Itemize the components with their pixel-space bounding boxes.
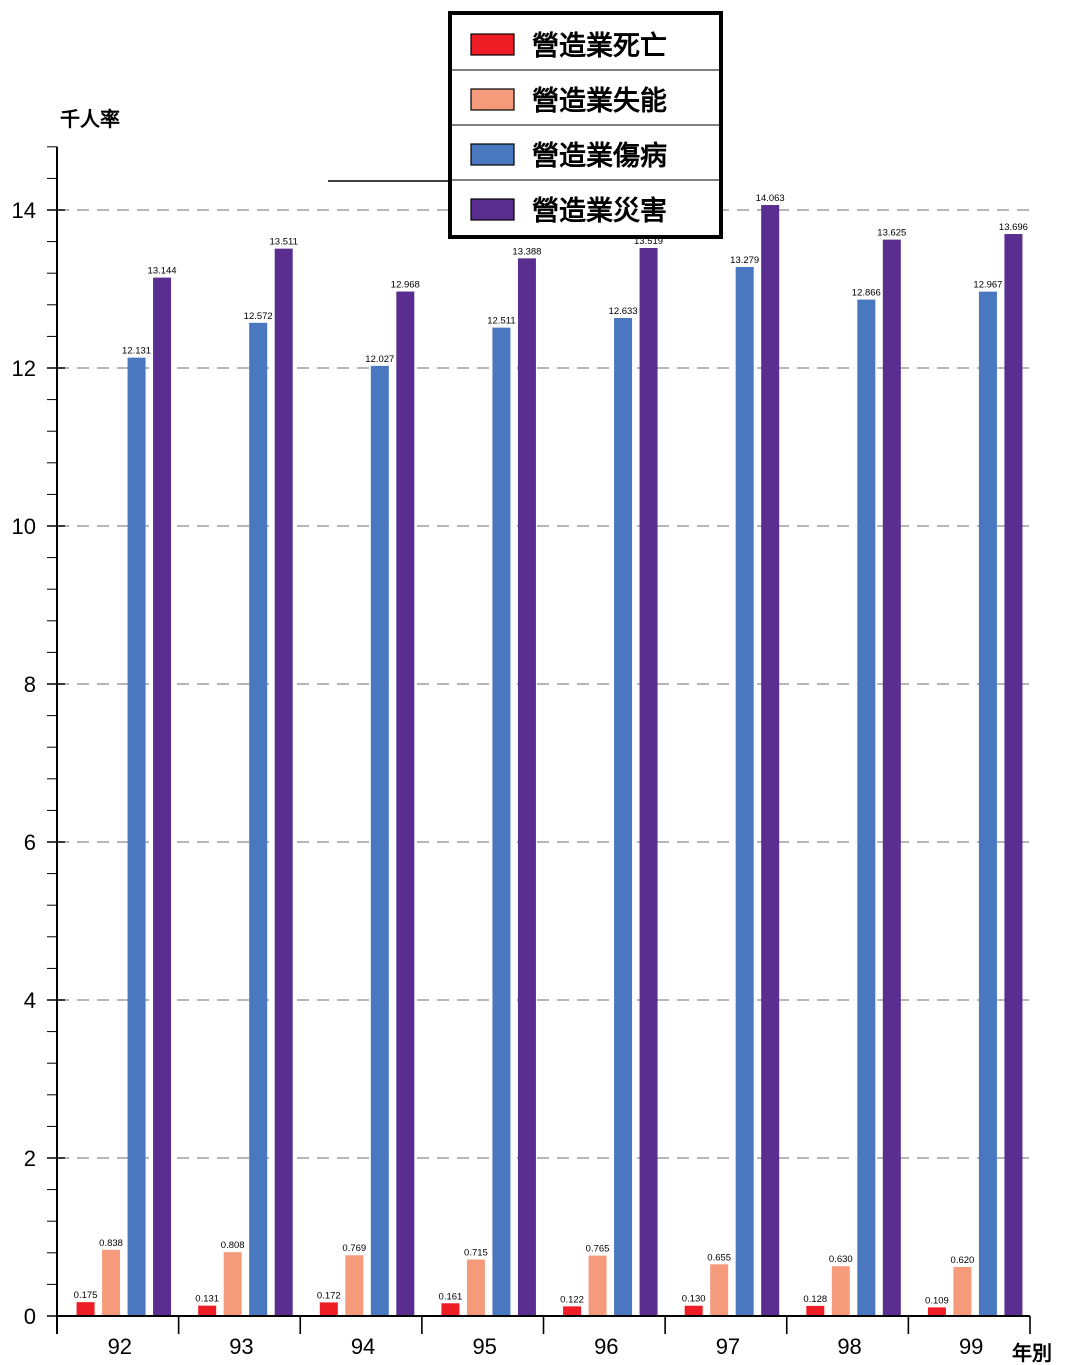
y-tick-label: 4 (24, 988, 36, 1013)
x-tick-label: 96 (594, 1334, 618, 1359)
y-tick-label: 12 (12, 356, 36, 381)
bar (319, 1302, 338, 1316)
bar (831, 1266, 850, 1316)
bar (857, 299, 876, 1316)
data-labels: 0.175 0.838 12.131 13.144 0.131 0.808 12.572 13… (74, 193, 1028, 1306)
bar (563, 1306, 582, 1316)
bar (396, 291, 415, 1316)
bar (345, 1255, 364, 1316)
x-axis-title: 年別 (1012, 1341, 1052, 1365)
legend-swatch (470, 88, 515, 111)
data-label: 12.968 (391, 280, 420, 291)
bar (517, 258, 536, 1316)
bar (492, 327, 511, 1317)
data-label: 0.765 (586, 1244, 610, 1255)
y-tick-label: 6 (24, 830, 36, 855)
data-label: 0.109 (925, 1295, 949, 1306)
data-label: 12.511 (487, 316, 515, 327)
data-label: 12.572 (244, 311, 273, 322)
data-label: 0.172 (317, 1290, 341, 1301)
data-label: 0.769 (342, 1243, 366, 1254)
bar (76, 1302, 95, 1316)
x-tick-label: 97 (716, 1334, 740, 1359)
legend-swatch (470, 143, 515, 166)
legend-label: 營造業失能 (532, 85, 667, 117)
y-axis-title: 千人率 (60, 107, 120, 131)
bar (274, 248, 293, 1317)
legend-swatch (470, 33, 515, 56)
bar (249, 322, 268, 1316)
bar (735, 266, 754, 1317)
data-label: 0.128 (803, 1294, 827, 1305)
data-label: 13.388 (512, 246, 541, 257)
data-label: 0.620 (951, 1255, 975, 1266)
data-label: 0.122 (560, 1294, 584, 1305)
legend-swatch (470, 198, 515, 221)
x-tick-label: 94 (351, 1334, 375, 1359)
data-label: 0.808 (221, 1240, 245, 1251)
x-tick-label: 98 (837, 1334, 861, 1359)
data-label: 13.625 (877, 228, 906, 239)
bar (153, 277, 172, 1316)
data-label: 13.696 (999, 222, 1028, 233)
bar (684, 1305, 703, 1316)
data-label: 12.967 (973, 280, 1002, 291)
bar (588, 1255, 607, 1316)
data-label: 13.279 (730, 255, 759, 266)
bar (953, 1267, 972, 1316)
data-label: 0.655 (707, 1252, 731, 1263)
bar (806, 1305, 825, 1316)
bar (1004, 234, 1023, 1317)
data-label: 12.633 (609, 306, 638, 317)
bar (710, 1264, 729, 1316)
bar (466, 1259, 485, 1316)
bar (102, 1249, 121, 1316)
data-label: 14.063 (756, 193, 785, 204)
data-label: 12.027 (365, 354, 394, 365)
bar (198, 1305, 217, 1316)
data-label: 12.866 (852, 288, 881, 299)
x-tick-label: 93 (229, 1334, 253, 1359)
bar (882, 239, 901, 1316)
grid-lines (57, 209, 1030, 1159)
y-tick-label: 2 (24, 1146, 36, 1171)
bar (978, 291, 997, 1317)
bar (614, 317, 633, 1316)
bar (370, 365, 389, 1316)
y-tick-label: 10 (12, 514, 36, 539)
bar (761, 205, 780, 1317)
data-label: 0.715 (464, 1248, 488, 1259)
bar (927, 1307, 946, 1316)
x-tick-label: 95 (472, 1334, 496, 1359)
x-tick-label: 99 (959, 1334, 983, 1359)
legend-label: 營造業災害 (532, 195, 667, 227)
bar (127, 357, 146, 1316)
data-label: 0.161 (439, 1291, 463, 1302)
data-label: 12.131 (122, 346, 151, 357)
bars (76, 205, 1023, 1317)
data-label: 0.838 (99, 1238, 123, 1249)
y-tick-label: 0 (24, 1304, 36, 1329)
data-label: 13.519 (634, 236, 663, 247)
bar (441, 1303, 460, 1316)
axes: 0 2 4 6 8 10 12 14 92 93 94 95 96 97 98 99 (12, 146, 1031, 1359)
legend-label: 營造業傷病 (532, 141, 667, 172)
bar (639, 247, 658, 1316)
data-label: 0.630 (829, 1254, 853, 1265)
y-tick-label: 8 (24, 672, 36, 697)
data-label: 13.511 (270, 237, 298, 248)
data-label: 0.130 (682, 1294, 706, 1305)
data-label: 0.131 (195, 1294, 219, 1305)
data-label: 13.144 (148, 266, 177, 277)
bar (223, 1252, 242, 1316)
legend-label: 營造業死亡 (532, 31, 667, 62)
y-tick-label: 14 (12, 198, 36, 223)
data-label: 0.175 (74, 1290, 98, 1301)
x-tick-label: 92 (108, 1334, 132, 1359)
